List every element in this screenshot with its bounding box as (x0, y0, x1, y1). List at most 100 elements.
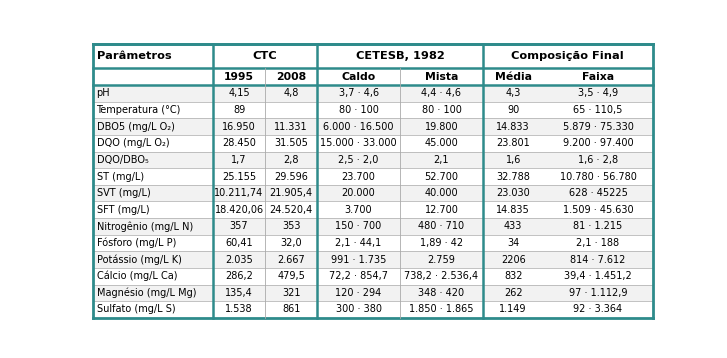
Text: 321: 321 (282, 288, 300, 298)
Text: 31.505: 31.505 (274, 138, 308, 148)
Text: 14.835: 14.835 (497, 205, 530, 215)
Text: 120 · 294: 120 · 294 (335, 288, 382, 298)
Text: 4,8: 4,8 (284, 88, 299, 98)
Text: 2,5 · 2,0: 2,5 · 2,0 (338, 155, 379, 165)
Text: 32,0: 32,0 (281, 238, 302, 248)
Text: CTC: CTC (253, 51, 278, 61)
Text: 1,6: 1,6 (505, 155, 521, 165)
Text: 19.800: 19.800 (425, 122, 458, 132)
Bar (92, 102, 653, 118)
Text: Fósforo (mg/L P): Fósforo (mg/L P) (97, 238, 176, 248)
Text: 97 · 1.112,9: 97 · 1.112,9 (569, 288, 627, 298)
Text: 23.801: 23.801 (497, 138, 530, 148)
Text: 348 · 420: 348 · 420 (419, 288, 465, 298)
Bar (92, 135, 653, 151)
Text: 814 · 7.612: 814 · 7.612 (570, 255, 626, 265)
Text: 2.035: 2.035 (225, 255, 253, 265)
Text: 1.850 · 1.865: 1.850 · 1.865 (409, 305, 474, 314)
Text: DBO5 (mg/L O₂): DBO5 (mg/L O₂) (97, 122, 174, 132)
Text: Composição Final: Composição Final (511, 51, 624, 61)
Text: 9.200 · 97.400: 9.200 · 97.400 (563, 138, 633, 148)
Bar (92, 301, 653, 318)
Bar (92, 235, 653, 251)
Text: 628 · 45225: 628 · 45225 (569, 188, 627, 198)
Text: 1,89 · 42: 1,89 · 42 (420, 238, 463, 248)
Text: 262: 262 (504, 288, 523, 298)
Text: 34: 34 (507, 238, 519, 248)
Text: 6.000 · 16.500: 6.000 · 16.500 (324, 122, 394, 132)
Text: 4,15: 4,15 (228, 88, 250, 98)
Text: pH: pH (97, 88, 110, 98)
Text: 738,2 · 2.536,4: 738,2 · 2.536,4 (404, 271, 478, 281)
Bar (92, 251, 653, 268)
Bar (92, 185, 653, 202)
Text: Magnésio (mg/L Mg): Magnésio (mg/L Mg) (97, 287, 196, 298)
Text: 2,1: 2,1 (434, 155, 449, 165)
Text: 23.700: 23.700 (342, 171, 376, 182)
Text: 45.000: 45.000 (425, 138, 458, 148)
Text: 29.596: 29.596 (274, 171, 308, 182)
Text: Mista: Mista (425, 72, 458, 82)
Bar (92, 168, 653, 185)
Text: Cálcio (mg/L Ca): Cálcio (mg/L Ca) (97, 271, 177, 281)
Text: 433: 433 (504, 221, 522, 231)
Text: 2,1 · 188: 2,1 · 188 (577, 238, 619, 248)
Text: 5.879 · 75.330: 5.879 · 75.330 (563, 122, 633, 132)
Text: DQO (mg/L O₂): DQO (mg/L O₂) (97, 138, 169, 148)
Text: 1.509 · 45.630: 1.509 · 45.630 (563, 205, 633, 215)
Text: 80 · 100: 80 · 100 (422, 105, 462, 115)
Text: 24.520,4: 24.520,4 (270, 205, 313, 215)
Text: 353: 353 (282, 221, 300, 231)
Text: CETESB, 1982: CETESB, 1982 (356, 51, 444, 61)
Text: 11.331: 11.331 (274, 122, 308, 132)
Text: Faixa: Faixa (582, 72, 614, 82)
Text: 28.450: 28.450 (222, 138, 256, 148)
Text: 286,2: 286,2 (225, 271, 253, 281)
Text: 3,7 · 4,6: 3,7 · 4,6 (339, 88, 379, 98)
Text: 150 · 700: 150 · 700 (335, 221, 382, 231)
Text: SVT (mg/L): SVT (mg/L) (97, 188, 150, 198)
Text: 80 · 100: 80 · 100 (339, 105, 379, 115)
Text: 3.700: 3.700 (345, 205, 372, 215)
Text: 25.155: 25.155 (222, 171, 256, 182)
Text: 60,41: 60,41 (225, 238, 253, 248)
Text: 20.000: 20.000 (342, 188, 375, 198)
Text: Média: Média (494, 72, 531, 82)
Text: 2.667: 2.667 (277, 255, 305, 265)
Bar (92, 151, 653, 168)
Text: 21.905,4: 21.905,4 (270, 188, 313, 198)
Text: 300 · 380: 300 · 380 (336, 305, 382, 314)
Bar (92, 285, 653, 301)
Text: 23.030: 23.030 (497, 188, 530, 198)
Text: 1.538: 1.538 (225, 305, 253, 314)
Text: Temperatura (°C): Temperatura (°C) (97, 105, 181, 115)
Text: 2206: 2206 (501, 255, 526, 265)
Text: 2008: 2008 (276, 72, 306, 82)
Text: 10.780 · 56.780: 10.780 · 56.780 (560, 171, 636, 182)
Text: 40.000: 40.000 (425, 188, 458, 198)
Text: 4,3: 4,3 (505, 88, 521, 98)
Text: 1.149: 1.149 (499, 305, 527, 314)
Text: 52.700: 52.700 (425, 171, 459, 182)
Text: 832: 832 (504, 271, 523, 281)
Text: 65 · 110,5: 65 · 110,5 (574, 105, 623, 115)
Text: 32.788: 32.788 (497, 171, 530, 182)
Text: 39,4 · 1.451,2: 39,4 · 1.451,2 (564, 271, 632, 281)
Text: 10.211,74: 10.211,74 (214, 188, 264, 198)
Text: Parâmetros: Parâmetros (97, 51, 171, 61)
Text: 2.759: 2.759 (427, 255, 455, 265)
Text: SFT (mg/L): SFT (mg/L) (97, 205, 149, 215)
Bar (92, 118, 653, 135)
Bar (92, 202, 653, 218)
Text: 1995: 1995 (224, 72, 254, 82)
Text: Nitrogênio (mg/L N): Nitrogênio (mg/L N) (97, 221, 193, 232)
Text: 357: 357 (230, 221, 249, 231)
Text: Sulfato (mg/L S): Sulfato (mg/L S) (97, 305, 175, 314)
Text: 991 · 1.735: 991 · 1.735 (331, 255, 386, 265)
Text: 480 · 710: 480 · 710 (419, 221, 465, 231)
Text: 12.700: 12.700 (425, 205, 459, 215)
Text: 16.950: 16.950 (222, 122, 256, 132)
Text: 135,4: 135,4 (225, 288, 253, 298)
Bar (92, 85, 653, 102)
Text: 81 · 1.215: 81 · 1.215 (574, 221, 622, 231)
